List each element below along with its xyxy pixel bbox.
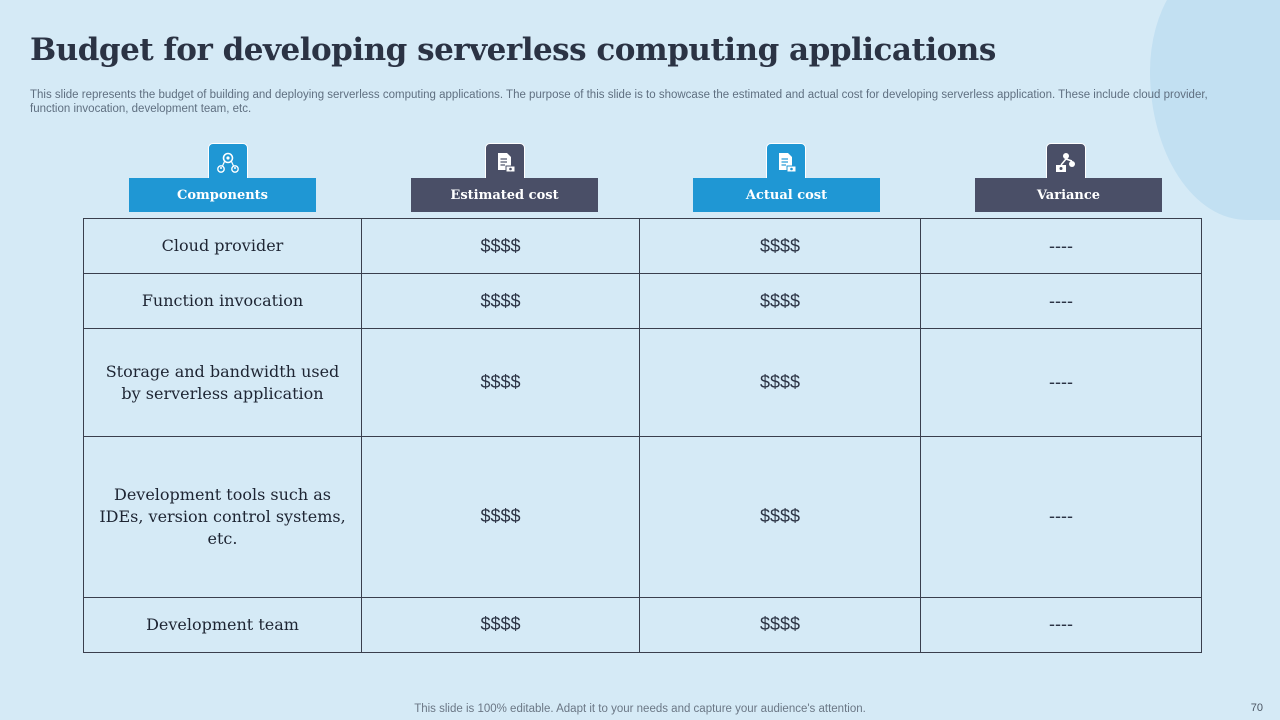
actual-cost-cell: $$$$ — [639, 217, 921, 275]
estimated-cost-cell: $$$$ — [361, 273, 640, 330]
variance-cell: ---- — [920, 436, 1202, 598]
column-header-components: Components — [129, 178, 316, 212]
estimated-cost-cell: $$$$ — [361, 217, 640, 275]
actual-cost-cell: $$$$ — [639, 273, 921, 330]
page-subtitle: This slide represents the budget of buil… — [30, 89, 1208, 115]
table-row: Cloud provider $$$$ $$$$ ---- — [83, 217, 1202, 275]
component-cell: Development team — [83, 596, 362, 654]
actual-cost-cell: $$$$ — [639, 328, 921, 438]
document-cash-icon — [485, 143, 525, 183]
column-header-variance: Variance — [975, 178, 1162, 212]
table-row: Function invocation $$$$ $$$$ ---- — [83, 273, 1202, 330]
variance-cell: ---- — [920, 217, 1202, 275]
variance-cell: ---- — [920, 273, 1202, 330]
footer-note: This slide is 100% editable. Adapt it to… — [414, 703, 866, 715]
component-cell: Function invocation — [83, 273, 362, 330]
page-number: 70 — [1250, 702, 1263, 714]
actual-cost-cell: $$$$ — [639, 596, 921, 654]
component-cell: Development tools such as IDEs, version … — [83, 436, 362, 598]
estimated-cost-cell: $$$$ — [361, 328, 640, 438]
variance-cell: ---- — [920, 596, 1202, 654]
table-row: Development tools such as IDEs, version … — [83, 436, 1202, 598]
variance-cell: ---- — [920, 328, 1202, 438]
component-cell: Storage and bandwidth used by serverless… — [83, 328, 362, 438]
component-cell: Cloud provider — [83, 217, 362, 275]
table-row: Development team $$$$ $$$$ ---- — [83, 596, 1202, 654]
column-header-estimated-cost: Estimated cost — [411, 178, 598, 212]
estimated-cost-cell: $$$$ — [361, 436, 640, 598]
budget-table: Cloud provider $$$$ $$$$ ---- Function i… — [83, 217, 1202, 654]
estimated-cost-cell: $$$$ — [361, 596, 640, 654]
document-cash-icon — [766, 143, 806, 183]
actual-cost-cell: $$$$ — [639, 436, 921, 598]
hierarchy-cash-icon — [1046, 143, 1086, 183]
column-header-actual-cost: Actual cost — [693, 178, 880, 212]
table-row: Storage and bandwidth used by serverless… — [83, 328, 1202, 438]
page-title: Budget for developing serverless computi… — [30, 32, 996, 68]
network-users-icon — [208, 143, 248, 183]
